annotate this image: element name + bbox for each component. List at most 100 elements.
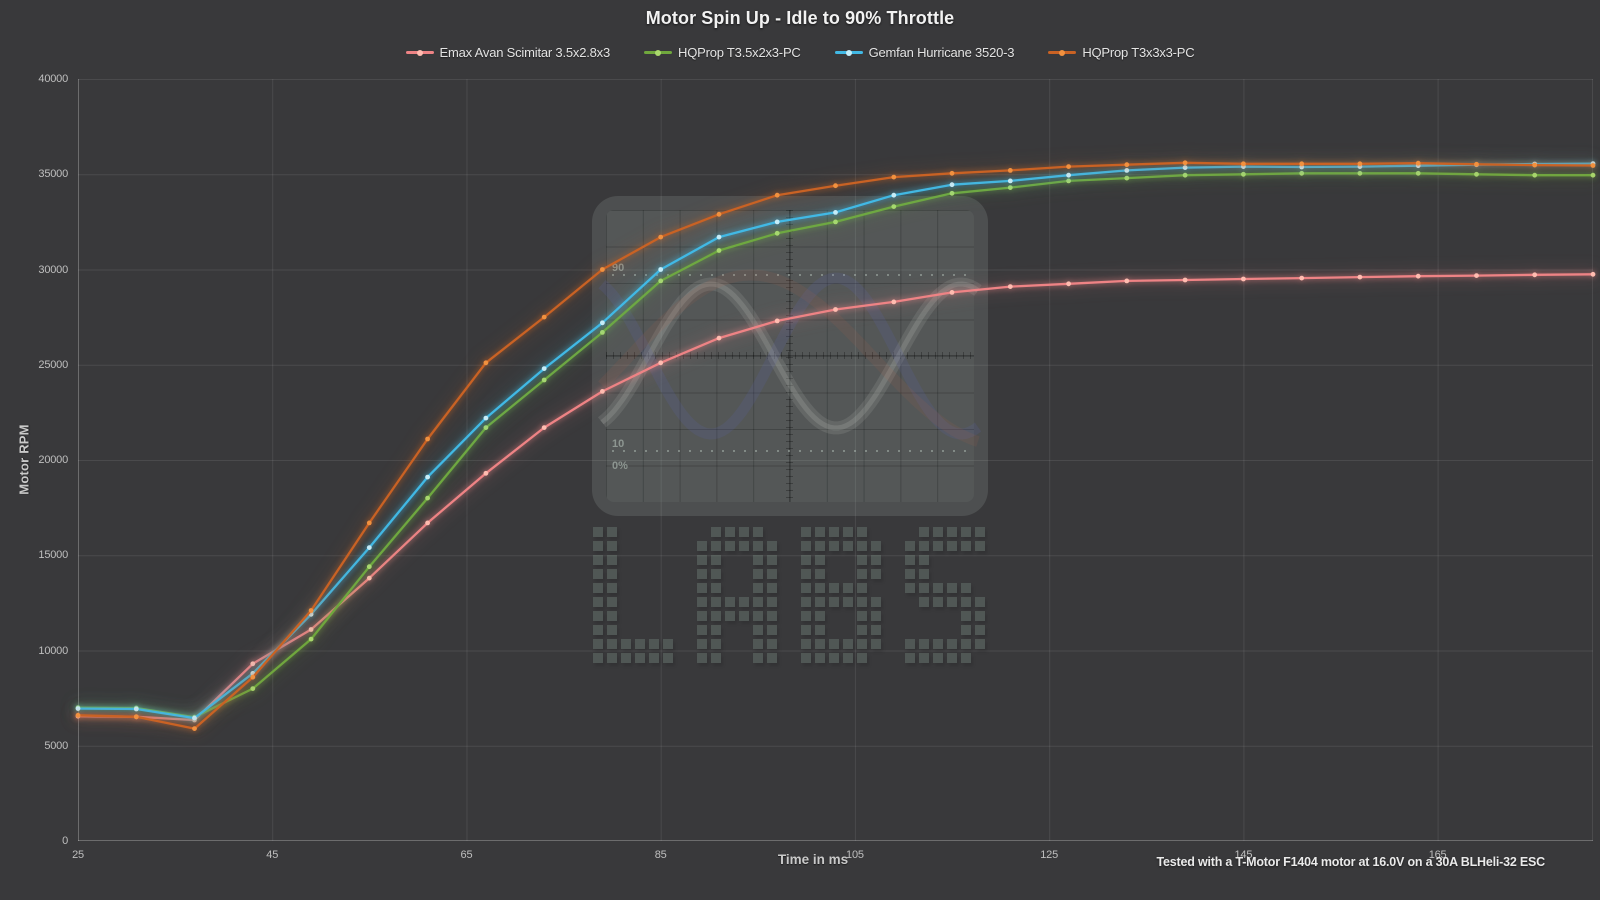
- labs-dot-block: [919, 653, 929, 663]
- labs-dot-block: [815, 597, 825, 607]
- footnote: Tested with a T-Motor F1404 motor at 16.…: [1156, 855, 1546, 869]
- data-point-marker: [1590, 163, 1596, 168]
- y-tick-label: 25000: [38, 358, 68, 371]
- labs-dot-block: [697, 639, 707, 649]
- data-point-marker: [1182, 277, 1188, 283]
- data-point-marker: [1124, 175, 1130, 181]
- y-tick-label: 0: [62, 835, 68, 847]
- labs-dot-block: [697, 597, 707, 607]
- labs-dot-block: [753, 597, 763, 607]
- chart-title: Motor Spin Up - Idle to 90% Throttle: [645, 8, 955, 28]
- labs-dot-block: [975, 611, 985, 621]
- data-point-marker: [308, 627, 314, 632]
- data-point-marker: [366, 575, 372, 581]
- labs-dot-block: [871, 639, 881, 649]
- labs-dot-block: [711, 625, 721, 635]
- data-point-marker: [716, 248, 722, 253]
- legend-marker-dot-icon: [1059, 49, 1066, 56]
- labs-dot-block: [801, 555, 811, 565]
- data-point-marker: [75, 706, 81, 711]
- data-point-marker: [891, 174, 897, 180]
- oscilloscope-center-hticks: [606, 352, 974, 359]
- y-tick-label: 5000: [44, 739, 68, 752]
- data-point-marker: [425, 436, 430, 442]
- labs-dot-block: [815, 541, 825, 551]
- data-point-marker: [949, 182, 955, 188]
- labs-dot-block: [905, 653, 915, 663]
- data-point-marker: [1299, 161, 1305, 167]
- labs-dot-block: [815, 583, 825, 593]
- labs-dot-block: [843, 597, 853, 607]
- labs-dot-block: [871, 625, 881, 635]
- labs-dot-block: [829, 583, 839, 593]
- data-point-marker: [1066, 172, 1071, 178]
- labs-dot-block: [607, 639, 617, 649]
- labs-dot-block: [961, 597, 971, 607]
- labs-dot-block: [753, 611, 763, 621]
- data-point-marker: [600, 320, 605, 326]
- labs-dot-block: [933, 653, 943, 663]
- data-point-marker: [541, 425, 547, 430]
- labs-dot-block: [593, 639, 603, 649]
- labs-dot-block: [829, 639, 839, 649]
- oscilloscope-10pct-line: [612, 450, 968, 452]
- labs-dot-block: [947, 527, 957, 537]
- labs-dot-block: [739, 611, 749, 621]
- data-point-marker: [658, 267, 664, 272]
- labs-dot-block: [815, 555, 825, 565]
- data-point-marker: [774, 318, 780, 324]
- labs-dot-block: [767, 583, 777, 593]
- data-point-marker: [425, 495, 430, 501]
- data-point-marker: [75, 712, 81, 718]
- labs-dot-block: [961, 625, 971, 635]
- data-point-marker: [133, 714, 139, 720]
- chart-legend: Emax Avan Scimitar 3.5x2.8x3 HQProp T3.5x…: [0, 45, 1600, 60]
- x-axis-title: Time in ms: [777, 852, 849, 867]
- data-point-marker: [1182, 160, 1188, 166]
- labs-dot-block: [857, 611, 867, 621]
- legend-marker-dot-icon: [416, 49, 423, 56]
- data-point-marker: [1532, 162, 1538, 168]
- data-point-marker: [716, 335, 722, 341]
- oscilloscope-0pct-label: 0%: [612, 460, 628, 472]
- data-point-marker: [192, 726, 197, 731]
- labs-dot-block: [697, 583, 707, 593]
- labs-dot-block: [607, 555, 617, 565]
- labs-dot-block: [905, 639, 915, 649]
- y-tick-label: 15000: [38, 549, 68, 562]
- x-tick-label: 85: [654, 849, 667, 861]
- labs-dot-block: [753, 569, 763, 579]
- labs-dot-block: [919, 555, 929, 565]
- labs-dot-block: [697, 625, 707, 635]
- data-point-marker: [1007, 284, 1013, 289]
- labs-dot-block: [815, 639, 825, 649]
- data-point-marker: [192, 715, 197, 721]
- labs-dot-block: [649, 639, 659, 649]
- labs-dot-block: [725, 527, 735, 537]
- labs-dot-block: [593, 555, 603, 565]
- data-point-marker: [1241, 161, 1246, 167]
- labs-dot-block: [815, 569, 825, 579]
- labs-dot-block: [593, 541, 603, 551]
- data-point-marker: [891, 192, 897, 198]
- data-point-marker: [483, 360, 489, 366]
- oscilloscope-center-hline: [606, 355, 974, 356]
- data-point-marker: [192, 717, 197, 723]
- data-point-marker: [1415, 273, 1421, 279]
- data-point-marker: [250, 674, 256, 680]
- data-point-marker: [1299, 164, 1305, 170]
- data-point-marker: [1241, 171, 1246, 177]
- data-point-marker: [425, 474, 430, 480]
- labs-dot-block: [697, 653, 707, 663]
- labs-dot-block: [961, 653, 971, 663]
- legend-item-0: Emax Avan Scimitar 3.5x2.8x3: [405, 45, 610, 60]
- x-tick-label: 25: [72, 849, 84, 861]
- labs-dot-block: [711, 583, 721, 593]
- series-line: [76, 162, 1595, 720]
- data-point-marker: [833, 307, 838, 312]
- labs-dot-block: [725, 611, 735, 621]
- data-point-marker: [483, 470, 489, 476]
- labs-dot-block: [801, 611, 811, 621]
- labs-dot-block: [753, 583, 763, 593]
